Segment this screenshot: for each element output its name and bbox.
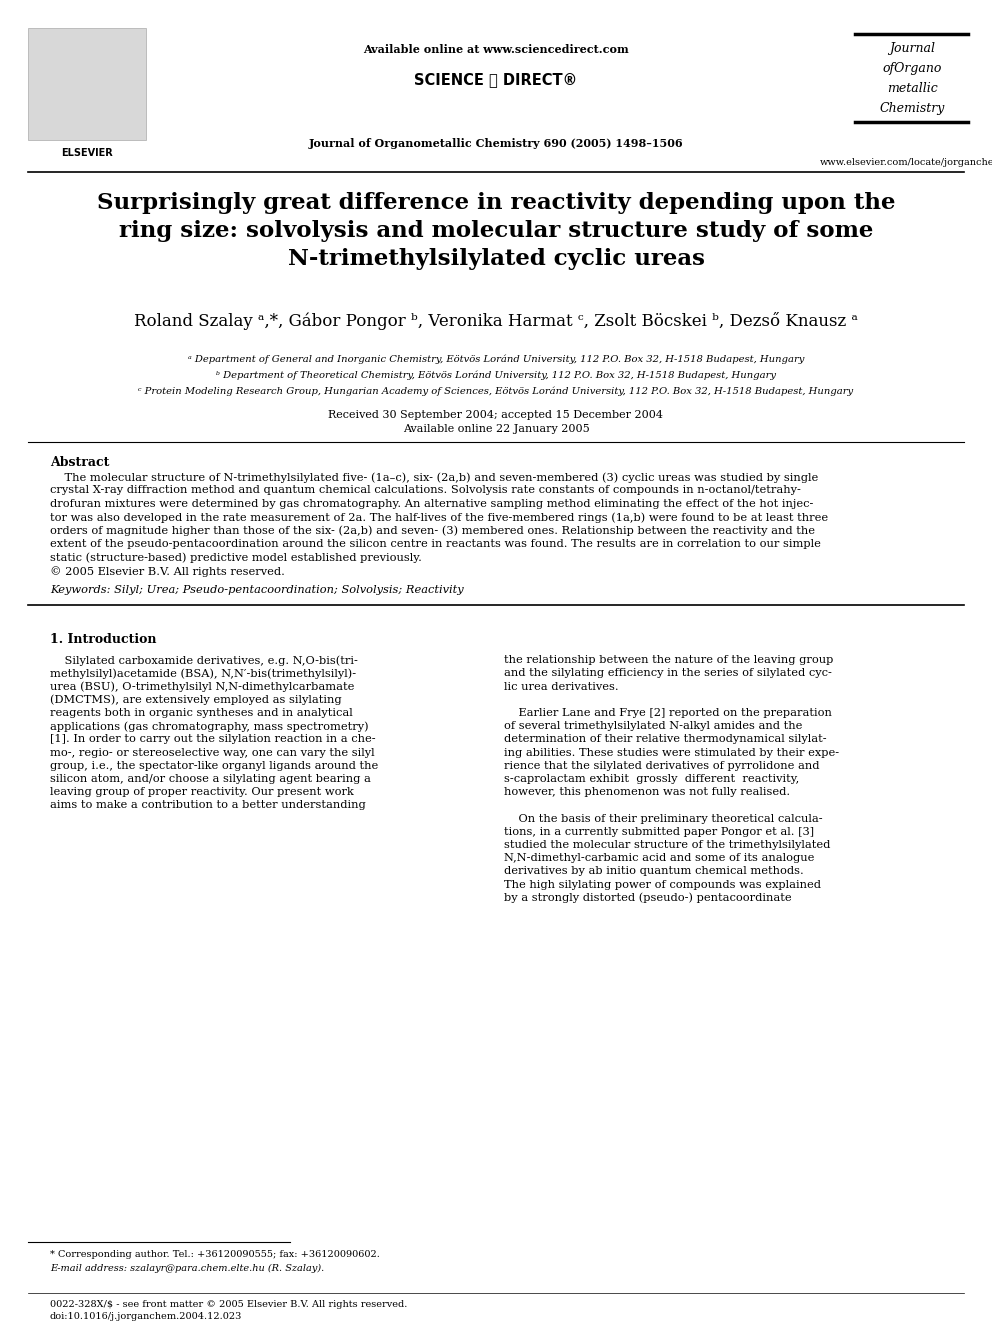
Text: determination of their relative thermodynamical silylat-: determination of their relative thermody… [504, 734, 826, 745]
Text: The high silylating power of compounds was explained: The high silylating power of compounds w… [504, 880, 821, 889]
Text: studied the molecular structure of the trimethylsilylated: studied the molecular structure of the t… [504, 840, 830, 849]
Text: mo-, regio- or stereoselective way, one can vary the silyl: mo-, regio- or stereoselective way, one … [50, 747, 375, 758]
Text: however, this phenomenon was not fully realised.: however, this phenomenon was not fully r… [504, 787, 790, 798]
Text: © 2005 Elsevier B.V. All rights reserved.: © 2005 Elsevier B.V. All rights reserved… [50, 566, 285, 577]
Text: Received 30 September 2004; accepted 15 December 2004: Received 30 September 2004; accepted 15 … [328, 410, 664, 419]
Text: rience that the silylated derivatives of pyrrolidone and: rience that the silylated derivatives of… [504, 761, 819, 771]
Text: [1]. In order to carry out the silylation reaction in a che-: [1]. In order to carry out the silylatio… [50, 734, 376, 745]
Bar [28, 28, 146, 140]
Text: drofuran mixtures were determined by gas chromatography. An alternative sampling: drofuran mixtures were determined by gas… [50, 499, 813, 509]
Text: ofOrgano: ofOrgano [882, 62, 941, 75]
Text: ᵃ Department of General and Inorganic Chemistry, Eötvös Loránd University, 112 P: ᵃ Department of General and Inorganic Ch… [187, 355, 805, 364]
Text: tor was also developed in the rate measurement of 2a. The half-lives of the five: tor was also developed in the rate measu… [50, 512, 828, 523]
Text: ᵇ Department of Theoretical Chemistry, Eötvös Loránd University, 112 P.O. Box 32: ᵇ Department of Theoretical Chemistry, E… [216, 370, 776, 380]
Text: doi:10.1016/j.jorganchem.2004.12.023: doi:10.1016/j.jorganchem.2004.12.023 [50, 1312, 242, 1320]
Text: ing abilities. These studies were stimulated by their expe-: ing abilities. These studies were stimul… [504, 747, 839, 758]
Text: Surprisingly great difference in reactivity depending upon the
ring size: solvol: Surprisingly great difference in reactiv… [97, 192, 895, 270]
Text: and the silylating efficiency in the series of silylated cyc-: and the silylating efficiency in the ser… [504, 668, 832, 679]
Text: Keywords: Silyl; Urea; Pseudo-pentacoordination; Solvolysis; Reactivity: Keywords: Silyl; Urea; Pseudo-pentacoord… [50, 585, 463, 595]
Text: by a strongly distorted (pseudo-) pentacoordinate: by a strongly distorted (pseudo-) pentac… [504, 893, 792, 904]
Text: 1. Introduction: 1. Introduction [50, 634, 157, 646]
Text: The molecular structure of N-trimethylsilylated five- (1a–c), six- (2a,b) and se: The molecular structure of N-trimethylsi… [50, 472, 818, 483]
Text: group, i.e., the spectator-like organyl ligands around the: group, i.e., the spectator-like organyl … [50, 761, 378, 771]
Text: Roland Szalay ᵃ,*, Gábor Pongor ᵇ, Veronika Harmat ᶜ, Zsolt Böcskei ᵇ, Dezső Kna: Roland Szalay ᵃ,*, Gábor Pongor ᵇ, Veron… [134, 312, 858, 329]
Text: Chemistry: Chemistry [879, 102, 944, 115]
Text: crystal X-ray diffraction method and quantum chemical calculations. Solvolysis r: crystal X-ray diffraction method and qua… [50, 486, 801, 495]
Text: reagents both in organic syntheses and in analytical: reagents both in organic syntheses and i… [50, 708, 353, 718]
Text: applications (gas chromatography, mass spectrometry): applications (gas chromatography, mass s… [50, 721, 369, 732]
Text: ELSEVIER: ELSEVIER [62, 148, 113, 157]
Text: SCIENCE ⓓ DIRECT®: SCIENCE ⓓ DIRECT® [415, 71, 577, 87]
Text: s-caprolactam exhibit  grossly  different  reactivity,: s-caprolactam exhibit grossly different … [504, 774, 800, 785]
Text: Abstract: Abstract [50, 456, 109, 468]
Text: Journal: Journal [889, 42, 935, 56]
Text: Earlier Lane and Frye [2] reported on the preparation: Earlier Lane and Frye [2] reported on th… [504, 708, 832, 718]
Text: orders of magnitude higher than those of the six- (2a,b) and seven- (3) membered: orders of magnitude higher than those of… [50, 525, 815, 536]
Text: aims to make a contribution to a better understanding: aims to make a contribution to a better … [50, 800, 366, 811]
Text: of several trimethylsilylated N-alkyl amides and the: of several trimethylsilylated N-alkyl am… [504, 721, 803, 732]
Text: 0022-328X/$ - see front matter © 2005 Elsevier B.V. All rights reserved.: 0022-328X/$ - see front matter © 2005 El… [50, 1301, 408, 1308]
Text: the relationship between the nature of the leaving group: the relationship between the nature of t… [504, 655, 833, 665]
Text: Journal of Organometallic Chemistry 690 (2005) 1498–1506: Journal of Organometallic Chemistry 690 … [309, 138, 683, 149]
Text: tions, in a currently submitted paper Pongor et al. [3]: tions, in a currently submitted paper Po… [504, 827, 814, 837]
Text: E-mail address: szalayr@para.chem.elte.hu (R. Szalay).: E-mail address: szalayr@para.chem.elte.h… [50, 1263, 324, 1273]
Text: Available online at www.sciencedirect.com: Available online at www.sciencedirect.co… [363, 44, 629, 56]
Text: ᶜ Protein Modeling Research Group, Hungarian Academy of Sciences, Eötvös Loránd : ᶜ Protein Modeling Research Group, Hunga… [139, 386, 853, 396]
Text: leaving group of proper reactivity. Our present work: leaving group of proper reactivity. Our … [50, 787, 354, 798]
Text: N,N-dimethyl-carbamic acid and some of its analogue: N,N-dimethyl-carbamic acid and some of i… [504, 853, 814, 863]
Text: * Corresponding author. Tel.: +36120090555; fax: +36120090602.: * Corresponding author. Tel.: +361200905… [50, 1250, 380, 1259]
Text: urea (BSU), O-trimethylsilyl N,N-dimethylcarbamate: urea (BSU), O-trimethylsilyl N,N-dimethy… [50, 681, 354, 692]
Text: Silylated carboxamide derivatives, e.g. N,O-bis(tri-: Silylated carboxamide derivatives, e.g. … [50, 655, 358, 665]
Text: www.elsevier.com/locate/jorganchem: www.elsevier.com/locate/jorganchem [820, 157, 992, 167]
Text: methylsilyl)acetamide (BSA), N,N′-bis(trimethylsilyl)-: methylsilyl)acetamide (BSA), N,N′-bis(tr… [50, 668, 356, 679]
Text: On the basis of their preliminary theoretical calcula-: On the basis of their preliminary theore… [504, 814, 822, 824]
Text: Available online 22 January 2005: Available online 22 January 2005 [403, 423, 589, 434]
Text: derivatives by ab initio quantum chemical methods.: derivatives by ab initio quantum chemica… [504, 867, 804, 876]
Text: extent of the pseudo-pentacoordination around the silicon centre in reactants wa: extent of the pseudo-pentacoordination a… [50, 538, 820, 549]
Text: lic urea derivatives.: lic urea derivatives. [504, 681, 619, 692]
Text: metallic: metallic [887, 82, 937, 95]
Text: static (structure-based) predictive model established previously.: static (structure-based) predictive mode… [50, 553, 422, 564]
Text: silicon atom, and/or choose a silylating agent bearing a: silicon atom, and/or choose a silylating… [50, 774, 371, 785]
Text: (DMCTMS), are extensively employed as silylating: (DMCTMS), are extensively employed as si… [50, 695, 341, 705]
